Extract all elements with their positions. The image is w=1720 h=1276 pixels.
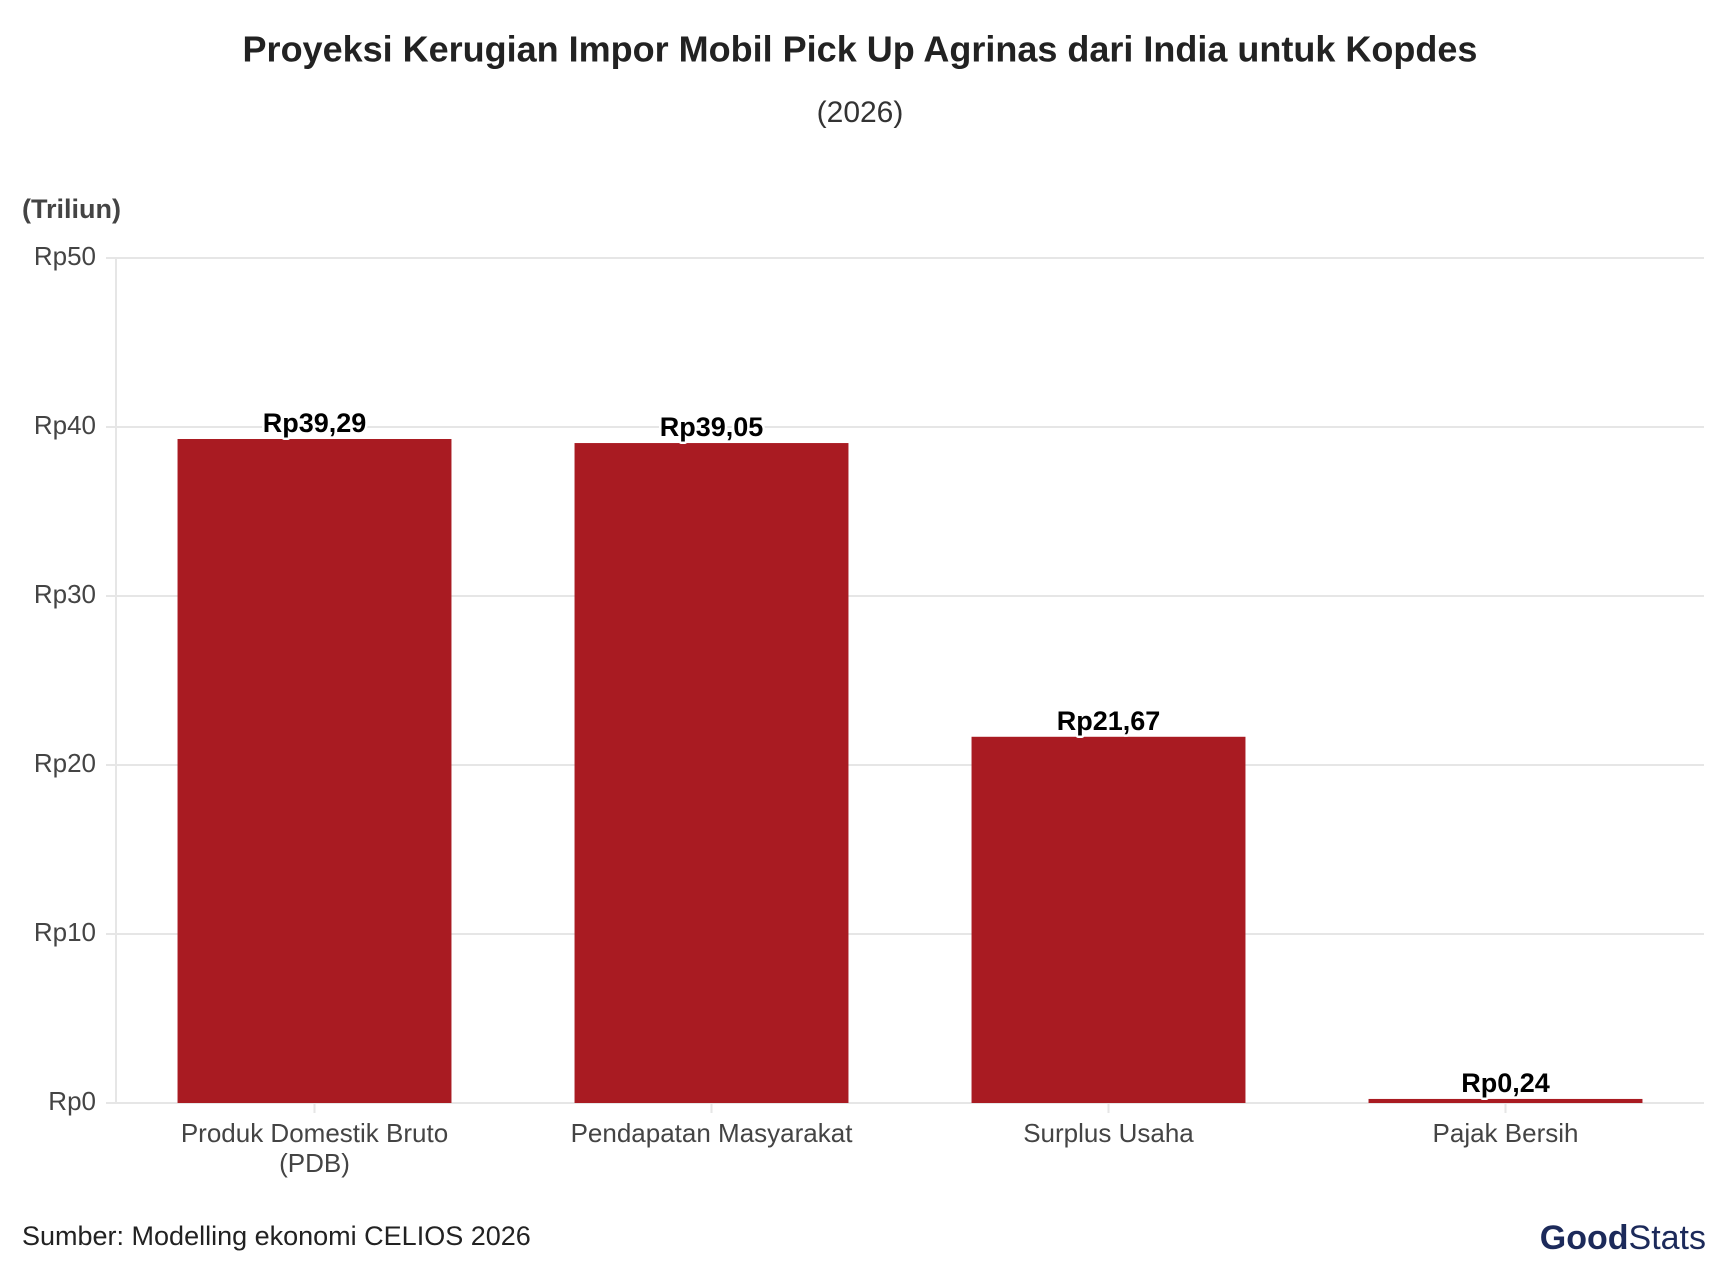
chart-subtitle: (2026) bbox=[817, 96, 904, 129]
x-tick-label: Produk Domestik Bruto (PDB) bbox=[181, 1118, 448, 1178]
y-tick-label: Rp40 bbox=[34, 410, 96, 440]
value-label: Rp21,67 bbox=[1057, 706, 1161, 736]
bar bbox=[971, 736, 1246, 1103]
value-label: Rp39,05 bbox=[660, 412, 764, 442]
logo: GoodStats bbox=[1540, 1219, 1706, 1257]
logo-light: Stats bbox=[1629, 1219, 1706, 1257]
x-tick-label-line: Pendapatan Masyarakat bbox=[571, 1118, 854, 1148]
bar bbox=[574, 443, 849, 1103]
chart-title: Proyeksi Kerugian Impor Mobil Pick Up Ag… bbox=[243, 29, 1478, 70]
logo-bold: Good bbox=[1540, 1219, 1629, 1257]
y-tick-label: Rp0 bbox=[48, 1086, 96, 1116]
bar bbox=[1368, 1098, 1643, 1103]
x-tick-label-line: Pajak Bersih bbox=[1433, 1118, 1579, 1148]
x-tick-label: Pendapatan Masyarakat bbox=[571, 1118, 854, 1148]
y-tick-label: Rp10 bbox=[34, 917, 96, 947]
x-tick-label: Surplus Usaha bbox=[1023, 1118, 1194, 1148]
y-tick-label: Rp50 bbox=[34, 241, 96, 271]
x-tick-label-line: Surplus Usaha bbox=[1023, 1118, 1194, 1148]
bar bbox=[177, 438, 452, 1103]
x-tick-label-line: (PDB) bbox=[279, 1148, 350, 1178]
y-tick-label: Rp20 bbox=[34, 748, 96, 778]
y-tick-label: Rp30 bbox=[34, 579, 96, 609]
value-label: Rp0,24 bbox=[1461, 1068, 1550, 1098]
y-axis-label: (Triliun) bbox=[22, 194, 121, 224]
value-label: Rp39,29 bbox=[263, 408, 367, 438]
x-tick-label-line: Produk Domestik Bruto bbox=[181, 1118, 448, 1148]
source-note: Sumber: Modelling ekonomi CELIOS 2026 bbox=[22, 1221, 531, 1251]
x-tick-label: Pajak Bersih bbox=[1433, 1118, 1579, 1148]
